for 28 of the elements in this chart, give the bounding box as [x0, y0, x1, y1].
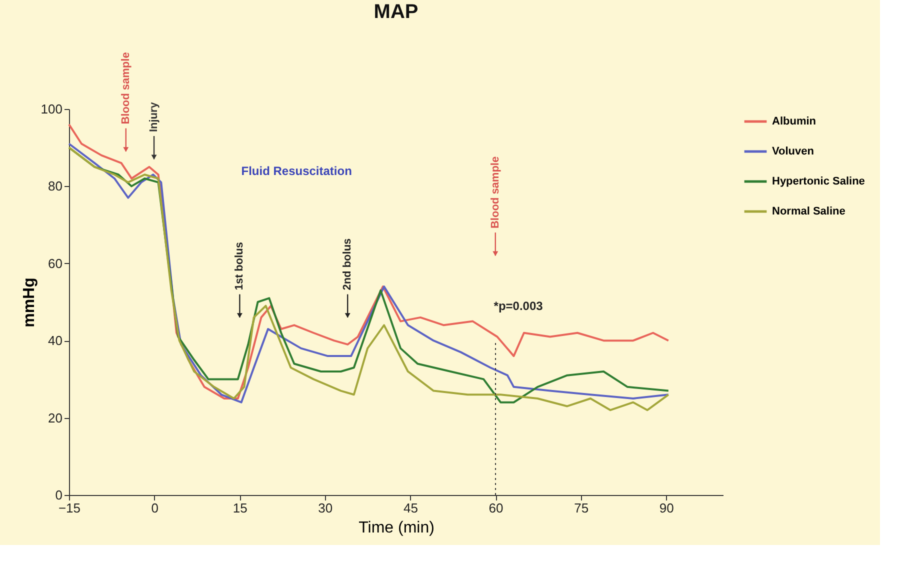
x-tick-label: −15	[58, 500, 81, 516]
y-tick-label: 80	[48, 178, 62, 194]
legend-label: Hypertonic Saline	[772, 176, 865, 188]
y-tick-label: 40	[48, 333, 62, 348]
x-tick-label: 75	[574, 500, 589, 516]
x-tick-label: 45	[403, 500, 418, 516]
chart-title: MAP	[374, 1, 418, 24]
x-tick-label: 30	[318, 500, 333, 516]
x-axis-title: Time (min)	[358, 520, 434, 536]
y-axis-title: mmHg	[20, 278, 38, 328]
annotation: Blood sample	[489, 156, 502, 229]
x-tick-label: 15	[232, 500, 248, 516]
legend-label: Albumin	[772, 116, 816, 128]
y-tick-label: 20	[48, 410, 62, 426]
annotation: 1st bolus	[234, 242, 246, 290]
annotation: Fluid Resuscitation	[241, 164, 352, 178]
annotation: Injury	[148, 101, 160, 132]
x-tick-label: 60	[488, 500, 504, 516]
annotation: *p=0.003	[494, 298, 544, 313]
legend-label: Voluven	[772, 146, 814, 158]
y-tick-label: 100	[40, 102, 62, 116]
y-tick-label: 60	[48, 256, 62, 271]
x-tick-label: 90	[659, 500, 674, 516]
y-tick-label: 0	[55, 488, 62, 502]
x-tick-label: 0	[151, 500, 158, 516]
legend-label: Normal Saline	[772, 206, 846, 218]
annotation: Blood sample	[120, 52, 132, 124]
annotation: 2nd bolus	[342, 238, 354, 290]
